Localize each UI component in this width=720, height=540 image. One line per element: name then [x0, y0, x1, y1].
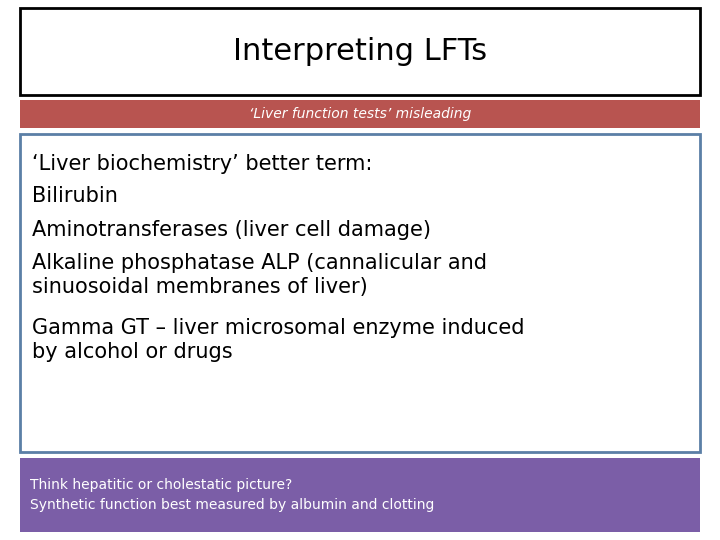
Text: Interpreting LFTs: Interpreting LFTs — [233, 37, 487, 66]
Text: Think hepatitic or cholestatic picture?
Synthetic function best measured by albu: Think hepatitic or cholestatic picture? … — [30, 478, 434, 512]
FancyBboxPatch shape — [20, 100, 700, 128]
FancyBboxPatch shape — [20, 8, 700, 95]
Text: Alkaline phosphatase ALP (cannalicular and
sinuosoidal membranes of liver): Alkaline phosphatase ALP (cannalicular a… — [32, 253, 487, 297]
FancyBboxPatch shape — [20, 134, 700, 452]
Text: ‘Liver function tests’ misleading: ‘Liver function tests’ misleading — [249, 107, 471, 121]
Text: Bilirubin: Bilirubin — [32, 186, 118, 206]
Text: Gamma GT – liver microsomal enzyme induced
by alcohol or drugs: Gamma GT – liver microsomal enzyme induc… — [32, 318, 524, 362]
Text: ‘Liver biochemistry’ better term:: ‘Liver biochemistry’ better term: — [32, 154, 372, 174]
FancyBboxPatch shape — [20, 458, 700, 532]
Text: Aminotransferases (liver cell damage): Aminotransferases (liver cell damage) — [32, 220, 431, 240]
